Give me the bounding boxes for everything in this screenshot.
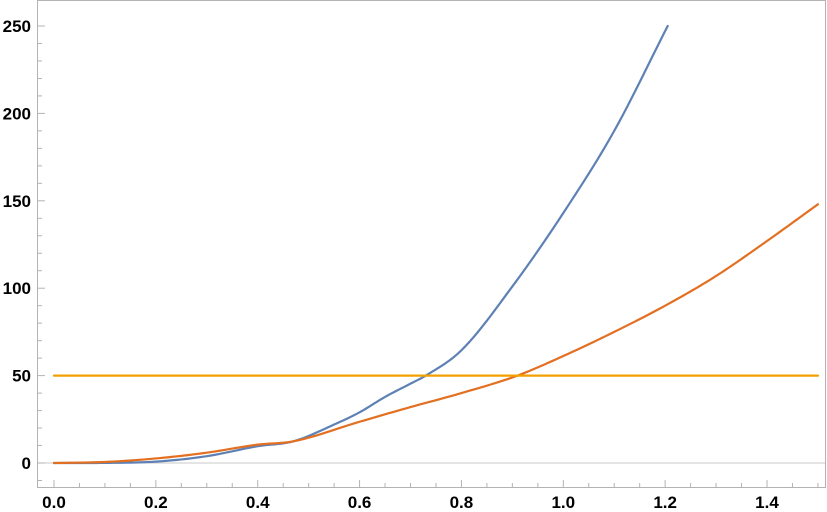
x-tick-labels: 0.0 0.2 0.4 0.6 0.8 1.0 1.2 1.4 bbox=[42, 493, 779, 512]
y-tick-label: 200 bbox=[3, 104, 31, 123]
y-tick-label: 250 bbox=[3, 17, 31, 36]
plot-frame bbox=[37, 0, 826, 488]
y-tick-labels: 0 50 100 150 200 250 bbox=[3, 17, 31, 473]
x-tick-label: 0.2 bbox=[144, 493, 168, 512]
series-group bbox=[52, 24, 820, 465]
x-tick-label: 0.0 bbox=[42, 493, 66, 512]
x-tick-label: 1.0 bbox=[551, 493, 575, 512]
x-tick-label: 0.6 bbox=[348, 493, 372, 512]
y-tick-label: 150 bbox=[3, 192, 31, 211]
y-tick-label: 100 bbox=[3, 279, 31, 298]
y-tick-label: 50 bbox=[12, 367, 31, 386]
y-tick-label: 0 bbox=[22, 454, 31, 473]
series-line-blue bbox=[52, 24, 669, 465]
series-line-orange bbox=[52, 203, 820, 465]
x-tick-label: 0.8 bbox=[450, 493, 474, 512]
x-tick-label: 0.4 bbox=[246, 493, 270, 512]
x-tick-label: 1.2 bbox=[653, 493, 677, 512]
x-tick-label: 1.4 bbox=[755, 493, 779, 512]
axis-ticks bbox=[38, 25, 819, 487]
